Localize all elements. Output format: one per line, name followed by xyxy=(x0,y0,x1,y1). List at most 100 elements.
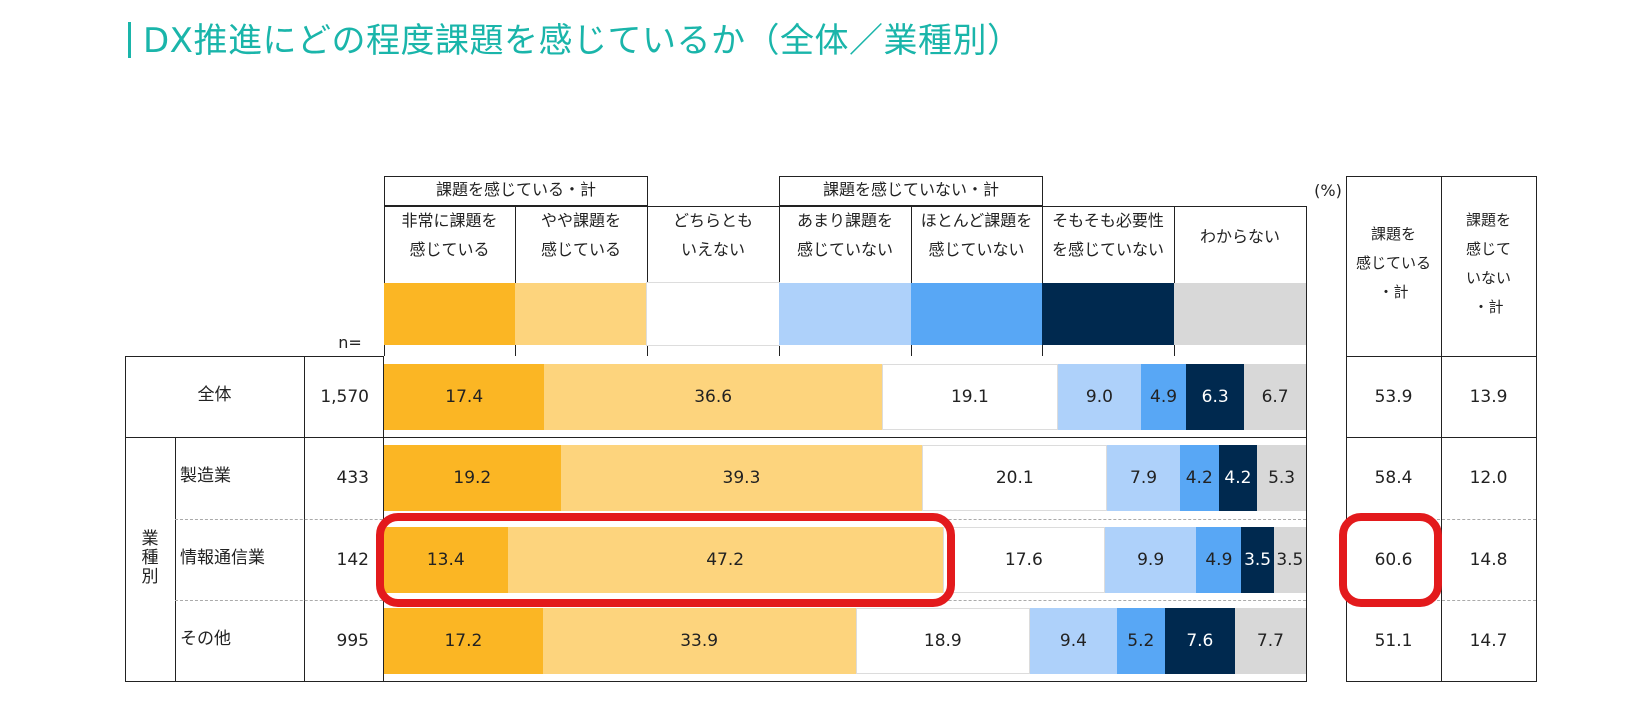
bar-value-label: 3.5 xyxy=(1276,550,1304,570)
category-header: 非常に課題を 感じている xyxy=(384,206,515,264)
category-header: あまり課題を 感じていない xyxy=(779,206,911,264)
industry-group-label-char: 種 xyxy=(141,548,159,568)
bar-segment: 3.5 xyxy=(1241,527,1274,593)
bar-value-label: 33.9 xyxy=(680,631,719,651)
page-title-text: DX推進にどの程度課題を感じているか（全体／業種別） xyxy=(143,21,1022,61)
bar-value-label: 18.9 xyxy=(923,631,962,651)
summary-notfeel-value: 12.0 xyxy=(1469,468,1508,488)
row-label: 情報通信業 xyxy=(180,548,265,568)
bar-value-label: 4.2 xyxy=(1224,468,1252,488)
header-col-divider xyxy=(1306,206,1307,356)
bar-value-label: 9.9 xyxy=(1137,550,1165,570)
bar-segment: 9.0 xyxy=(1057,364,1141,430)
bar-segment: 47.2 xyxy=(507,527,943,593)
row-n-value: 1,570 xyxy=(320,387,369,407)
bar-segment: 4.2 xyxy=(1179,445,1219,511)
summary-header-line: ・計 xyxy=(1378,283,1409,301)
category-header-line: あまり課題を xyxy=(796,211,893,230)
table-frame-left xyxy=(125,356,126,681)
summary-feel-value: 51.1 xyxy=(1374,631,1413,651)
category-header-line: 感じていない xyxy=(928,240,1025,259)
summary-notfeel-value: 14.7 xyxy=(1469,631,1508,651)
header-col-divider xyxy=(779,206,780,356)
category-header-line: 感じている xyxy=(540,240,621,259)
header-col-divider xyxy=(1174,206,1175,356)
summary-notfeel-value: 13.9 xyxy=(1469,387,1508,407)
bar-value-label: 7.9 xyxy=(1130,468,1158,488)
bar-value-label: 17.4 xyxy=(445,387,484,407)
industry-group-label-char: 業 xyxy=(141,529,159,549)
summary-header-divider xyxy=(1346,356,1537,357)
bar-segment: 19.2 xyxy=(384,445,561,511)
row-label: 全体 xyxy=(197,385,232,405)
table-frame-bottom xyxy=(125,681,1307,682)
category-header-line: 感じていない xyxy=(796,240,893,259)
industry-group-label: 業種別 xyxy=(125,530,175,587)
bar-segment: 13.4 xyxy=(384,527,508,593)
bar-segment: 6.3 xyxy=(1186,364,1245,430)
bar-value-label: 19.1 xyxy=(950,387,989,407)
row-label: 製造業 xyxy=(180,466,231,486)
header-col-divider xyxy=(1042,206,1043,356)
bar-value-label: 9.4 xyxy=(1059,631,1087,651)
summary-frame-bottom xyxy=(1346,681,1537,682)
category-header-line: いえない xyxy=(680,240,745,259)
category-header: ほとんど課題を 感じていない xyxy=(911,206,1042,264)
bar-segment: 5.3 xyxy=(1257,445,1306,511)
legend-swatch xyxy=(1042,283,1174,345)
bar-value-label: 6.3 xyxy=(1201,387,1229,407)
bar-segment: 4.9 xyxy=(1140,364,1187,430)
bar-segment: 18.9 xyxy=(855,608,1031,674)
header-col-divider xyxy=(515,206,516,356)
bar-value-label: 4.9 xyxy=(1150,387,1178,407)
summary-header-line: 感じている xyxy=(1355,254,1431,272)
category-header-line: ほとんど課題を xyxy=(920,211,1033,230)
row-n-value: 433 xyxy=(336,468,369,488)
legend-swatch xyxy=(779,283,911,345)
bar-segment: 20.1 xyxy=(922,445,1108,511)
bar-segment: 17.2 xyxy=(384,608,543,674)
title-accent-bar xyxy=(128,21,131,58)
bar-value-label: 13.4 xyxy=(426,550,465,570)
legend-swatch xyxy=(646,282,780,346)
unit-label: (%) xyxy=(1314,181,1342,200)
category-header-line: を感じていない xyxy=(1051,240,1164,259)
bar-value-label: 5.2 xyxy=(1127,631,1155,651)
row-n-value: 995 xyxy=(336,631,369,651)
legend-swatch xyxy=(515,283,647,345)
bar-segment: 6.7 xyxy=(1244,364,1306,430)
summary-header-line: 感じて xyxy=(1465,240,1511,258)
category-header-line: そもそも必要性 xyxy=(1052,211,1164,230)
bar-value-label: 3.5 xyxy=(1244,550,1272,570)
bar-segment: 7.9 xyxy=(1107,445,1180,511)
bar-value-label: 36.6 xyxy=(694,387,733,407)
bar-value-label: 47.2 xyxy=(706,550,745,570)
bar-segment: 17.6 xyxy=(942,527,1105,593)
summary-header-notfeel: 課題を 感じて いない ・計 xyxy=(1441,206,1536,322)
summary-header-line: 課題を xyxy=(1465,211,1511,229)
group-header-notfeel: 課題を感じていない・計 xyxy=(779,176,1043,206)
header-col-divider xyxy=(384,206,385,356)
bar-segment: 4.2 xyxy=(1218,445,1258,511)
summary-dashed-separator xyxy=(1346,519,1536,520)
bar-segment: 4.9 xyxy=(1196,527,1242,593)
category-header: やや課題を 感じている xyxy=(515,206,647,264)
table-n-divider xyxy=(304,356,305,681)
highlight-box-summary xyxy=(1339,513,1442,607)
category-header-line: どちらとも xyxy=(672,211,753,230)
category-header: わからない xyxy=(1174,222,1306,251)
bar-segment: 7.7 xyxy=(1234,608,1306,674)
summary-header-line: いない xyxy=(1465,269,1511,287)
table-bar-right xyxy=(1306,356,1307,681)
bar-value-label: 17.6 xyxy=(1004,550,1043,570)
bar-value-label: 7.6 xyxy=(1186,631,1214,651)
summary-frame-right xyxy=(1536,176,1537,681)
industry-group-label-char: 別 xyxy=(141,567,159,587)
header-col-divider xyxy=(647,206,648,356)
category-header-line: 感じている xyxy=(409,240,490,259)
bar-value-label: 17.2 xyxy=(444,631,483,651)
category-header: どちらとも いえない xyxy=(647,206,779,264)
bar-segment: 17.4 xyxy=(384,364,545,430)
summary-dashed-separator xyxy=(1346,600,1536,601)
summary-header-line: 課題を xyxy=(1370,225,1416,243)
